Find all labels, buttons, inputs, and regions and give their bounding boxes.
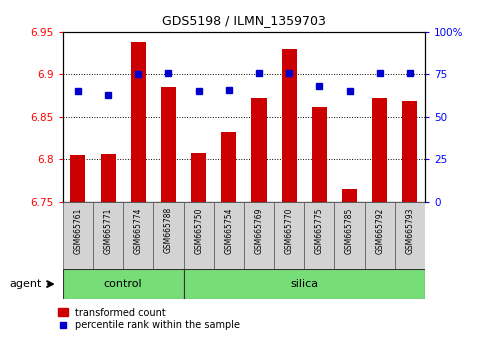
- Bar: [100, 154, 115, 202]
- Text: GSM665792: GSM665792: [375, 207, 384, 253]
- Bar: [123, 202, 154, 269]
- Text: GSM665793: GSM665793: [405, 207, 414, 254]
- Text: silica: silica: [290, 279, 318, 289]
- Bar: [365, 202, 395, 269]
- Bar: [63, 202, 93, 269]
- Text: agent: agent: [10, 279, 42, 289]
- Bar: [274, 202, 304, 269]
- Text: GSM665770: GSM665770: [284, 207, 294, 254]
- Bar: [395, 202, 425, 269]
- Text: control: control: [104, 279, 142, 289]
- Bar: [282, 49, 297, 202]
- Text: GSM665769: GSM665769: [255, 207, 264, 254]
- Bar: [372, 98, 387, 202]
- Bar: [304, 202, 334, 269]
- Bar: [191, 153, 206, 202]
- Text: GSM665754: GSM665754: [224, 207, 233, 254]
- Bar: [334, 202, 365, 269]
- Bar: [252, 98, 267, 202]
- Bar: [71, 155, 85, 202]
- Bar: [312, 107, 327, 202]
- Legend: transformed count, percentile rank within the sample: transformed count, percentile rank withi…: [58, 308, 241, 330]
- Text: GSM665775: GSM665775: [315, 207, 324, 254]
- Text: GSM665761: GSM665761: [73, 207, 83, 253]
- Bar: [184, 202, 213, 269]
- Bar: [342, 189, 357, 202]
- Text: GSM665750: GSM665750: [194, 207, 203, 254]
- Bar: [161, 87, 176, 202]
- Bar: [154, 202, 184, 269]
- Bar: [221, 132, 236, 202]
- Bar: [213, 202, 244, 269]
- Bar: [244, 202, 274, 269]
- Bar: [131, 42, 146, 202]
- Text: GSM665785: GSM665785: [345, 207, 354, 253]
- Text: GSM665771: GSM665771: [103, 207, 113, 253]
- Text: GSM665788: GSM665788: [164, 207, 173, 253]
- Bar: [184, 269, 425, 299]
- Text: GSM665774: GSM665774: [134, 207, 143, 254]
- Text: GDS5198 / ILMN_1359703: GDS5198 / ILMN_1359703: [162, 13, 326, 27]
- Bar: [63, 269, 184, 299]
- Bar: [93, 202, 123, 269]
- Bar: [402, 101, 417, 202]
